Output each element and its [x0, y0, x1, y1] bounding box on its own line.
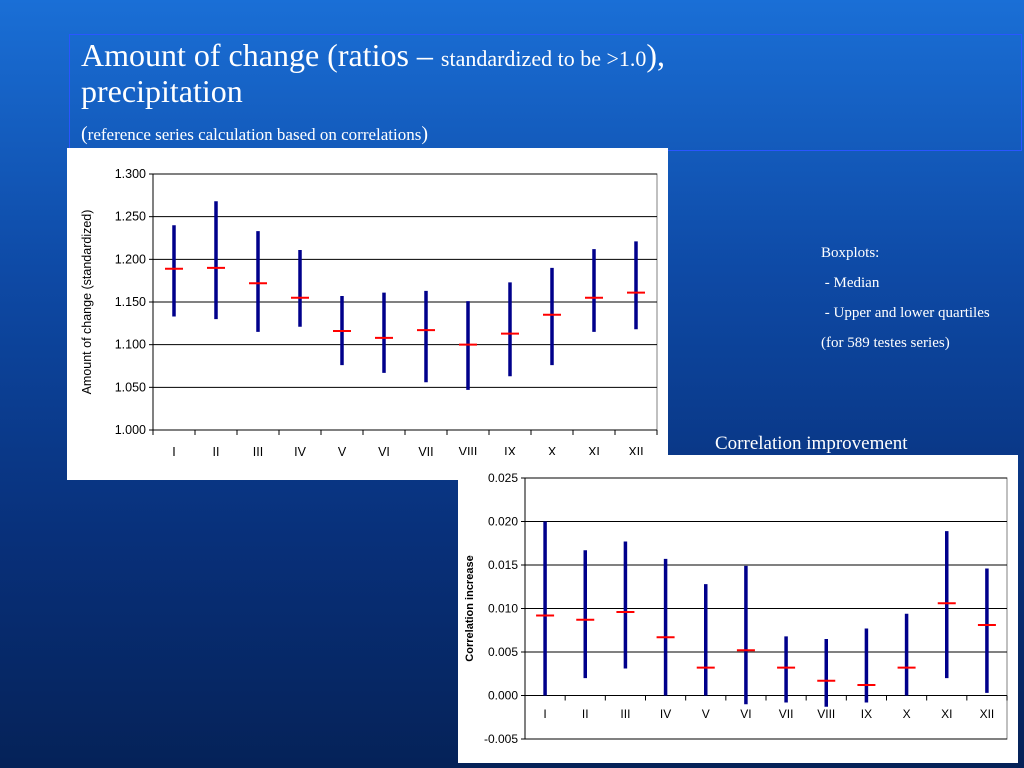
x-tick-label: X: [548, 445, 557, 459]
x-tick-label: I: [543, 707, 546, 721]
x-tick-label: VII: [418, 445, 433, 459]
x-tick-label: III: [253, 445, 263, 459]
notes-item-median: - Median: [821, 275, 880, 291]
y-tick-label: 0.000: [488, 689, 518, 703]
x-tick-label: II: [213, 445, 220, 459]
x-tick-label: X: [903, 707, 911, 721]
x-tick-label: I: [172, 445, 175, 459]
y-tick-label: -0.005: [484, 732, 518, 746]
y-tick-label: 0.005: [488, 645, 518, 659]
notes-header: Boxplots:: [821, 245, 880, 261]
x-tick-label: III: [620, 707, 630, 721]
chart-panel-amount: 1.000 1.050 1.100 1.150 1.200 1.250 1.300 I II II…: [67, 148, 668, 480]
x-tick-label: XI: [941, 707, 952, 721]
notes-item-quartiles: - Upper and lower quartiles: [821, 305, 990, 321]
slide-subtitle: (reference series calculation based on c…: [81, 123, 428, 146]
x-tick-label: VI: [740, 707, 751, 721]
title-close-text: ),: [646, 37, 666, 73]
title-main-text: Amount of change (ratios –: [81, 37, 441, 73]
y-tick-label: 1.000: [115, 423, 146, 437]
y-tick-label: 1.100: [115, 338, 146, 352]
y-tick-label: 0.010: [488, 602, 518, 616]
y-tick-label: 1.300: [115, 167, 146, 181]
y-tick-label: 1.150: [115, 295, 146, 309]
y-axis-label: Correlation increase: [464, 555, 476, 661]
y-tick-label: 0.015: [488, 558, 518, 572]
notes-footer: (for 589 testes series): [821, 335, 950, 351]
x-tick-label: VII: [779, 707, 794, 721]
x-tick-label: II: [582, 707, 589, 721]
x-tick-label: VI: [378, 445, 390, 459]
x-tick-label: XI: [588, 445, 600, 459]
x-tick-label: IV: [294, 445, 306, 459]
y-tick-label: 0.025: [488, 471, 518, 485]
y-tick-label: 1.200: [115, 252, 146, 266]
y-tick-label: 1.250: [115, 210, 146, 224]
x-tick-label: V: [338, 445, 347, 459]
x-tick-label: IV: [660, 707, 671, 721]
x-tick-label: V: [702, 707, 710, 721]
title-box: Amount of change (ratios – standardized …: [69, 34, 1022, 151]
x-tick-label: IX: [861, 707, 872, 721]
x-tick-label: XII: [980, 707, 995, 721]
chart-panel-correlation: -0.005 0.000 0.005 0.010 0.015 0.020 0.025 I II I…: [458, 455, 1018, 763]
y-tick-label: 1.050: [115, 380, 146, 394]
correlation-chart-heading: Correlation improvement: [715, 433, 908, 454]
subtitle-text: reference series calculation based on co…: [87, 125, 422, 144]
y-axis-label: Amount of change (standardized): [80, 210, 94, 395]
subtitle-close-paren: ): [421, 123, 429, 145]
slide-title: Amount of change (ratios – standardized …: [81, 37, 665, 74]
title-line2: precipitation: [81, 73, 243, 109]
title-small-text: standardized to be >1.0: [440, 46, 647, 71]
boxplot-notes: Boxplots: - Median - Upper and lower qua…: [821, 238, 990, 358]
y-tick-label: 0.020: [488, 515, 518, 529]
subtitle-open-paren: (: [81, 123, 88, 145]
x-tick-label: VIII: [817, 707, 835, 721]
